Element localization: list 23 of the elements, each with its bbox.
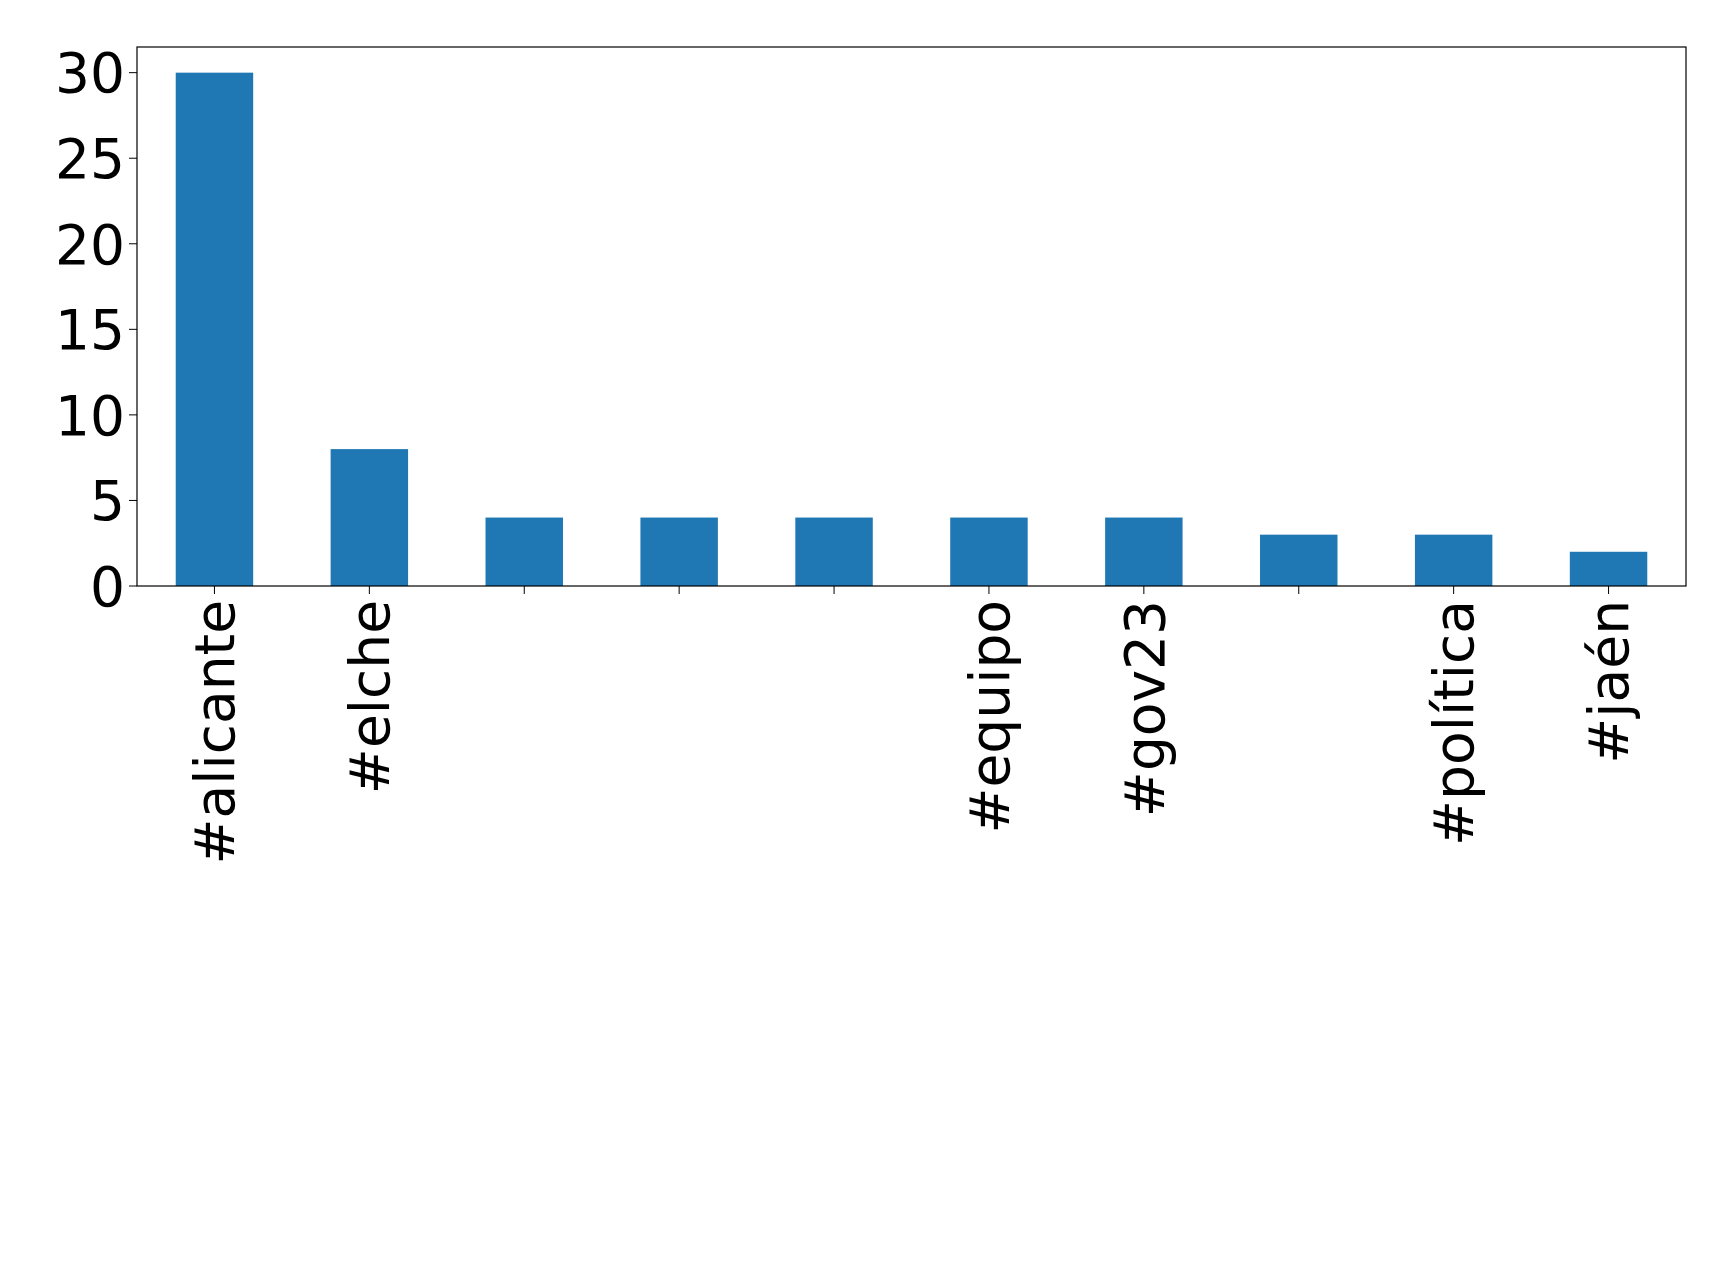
y-tick-label: 10 <box>55 383 125 448</box>
bar <box>1414 534 1493 586</box>
bar <box>950 517 1028 586</box>
x-tick-label: #equipo <box>957 600 1022 834</box>
x-tick-label: #elche <box>338 600 403 795</box>
y-tick-label: 15 <box>55 298 125 363</box>
y-tick-label: 20 <box>55 212 125 277</box>
x-tick-label: #gov23 <box>1112 600 1177 818</box>
bar <box>175 72 254 586</box>
bar <box>1105 517 1183 586</box>
bar <box>1260 534 1338 586</box>
y-tick-label: 5 <box>90 469 125 534</box>
y-tick-label: 25 <box>55 127 125 192</box>
x-tick-label: #alicante <box>183 600 248 865</box>
bar <box>640 517 718 586</box>
bar <box>795 517 873 586</box>
bar <box>1569 551 1648 586</box>
y-tick-label: 0 <box>90 554 125 619</box>
bar <box>330 449 409 586</box>
x-tick-label: #jaén <box>1577 600 1642 764</box>
x-tick-label: #política <box>1422 600 1487 846</box>
bar <box>485 517 563 586</box>
y-tick-label: 30 <box>55 41 125 106</box>
